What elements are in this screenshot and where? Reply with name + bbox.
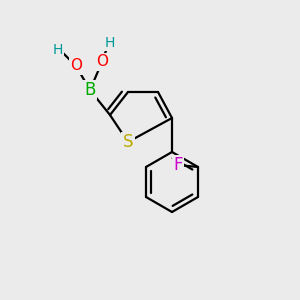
Text: S: S [123,133,133,151]
Text: O: O [70,58,82,74]
Text: H: H [53,43,63,57]
Text: O: O [96,55,108,70]
Text: F: F [173,156,183,174]
Text: H: H [105,36,115,50]
Text: B: B [84,81,96,99]
